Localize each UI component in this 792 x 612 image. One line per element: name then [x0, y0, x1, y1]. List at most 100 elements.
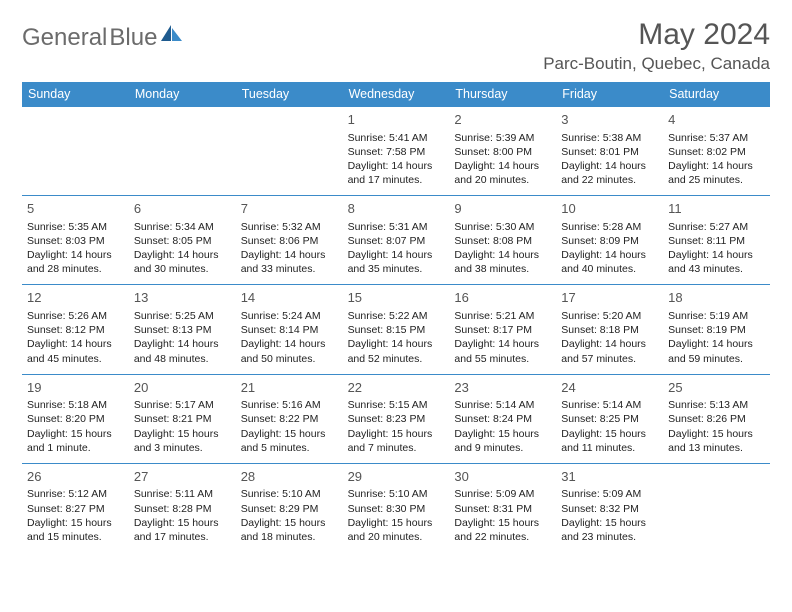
- sunset-text: Sunset: 8:13 PM: [134, 323, 231, 337]
- sunrise-text: Sunrise: 5:14 AM: [561, 398, 658, 412]
- calendar-page: GeneralBlue May 2024 Parc-Boutin, Quebec…: [0, 0, 792, 570]
- sunset-text: Sunset: 8:09 PM: [561, 234, 658, 248]
- sunset-text: Sunset: 8:30 PM: [348, 502, 445, 516]
- day-number: 26: [27, 468, 124, 486]
- daylight-text: Daylight: 14 hours and 28 minutes.: [27, 248, 124, 276]
- week-row: 26Sunrise: 5:12 AMSunset: 8:27 PMDayligh…: [22, 463, 770, 552]
- day-cell: 27Sunrise: 5:11 AMSunset: 8:28 PMDayligh…: [129, 464, 236, 552]
- daylight-text: Daylight: 14 hours and 38 minutes.: [454, 248, 551, 276]
- day-header-row: Sunday Monday Tuesday Wednesday Thursday…: [22, 82, 770, 107]
- day-number: 6: [134, 200, 231, 218]
- day-cell: 9Sunrise: 5:30 AMSunset: 8:08 PMDaylight…: [449, 196, 556, 284]
- logo: GeneralBlue: [22, 24, 183, 52]
- sunrise-text: Sunrise: 5:30 AM: [454, 220, 551, 234]
- sunrise-text: Sunrise: 5:39 AM: [454, 131, 551, 145]
- day-number: 10: [561, 200, 658, 218]
- day-number: 28: [241, 468, 338, 486]
- sunset-text: Sunset: 8:07 PM: [348, 234, 445, 248]
- sunrise-text: Sunrise: 5:10 AM: [241, 487, 338, 501]
- daylight-text: Daylight: 15 hours and 17 minutes.: [134, 516, 231, 544]
- sunset-text: Sunset: 8:01 PM: [561, 145, 658, 159]
- day-number: 5: [27, 200, 124, 218]
- sunset-text: Sunset: 8:17 PM: [454, 323, 551, 337]
- sunrise-text: Sunrise: 5:17 AM: [134, 398, 231, 412]
- day-header: Friday: [556, 82, 663, 107]
- day-number: 20: [134, 379, 231, 397]
- day-cell: 23Sunrise: 5:14 AMSunset: 8:24 PMDayligh…: [449, 375, 556, 463]
- day-cell: 15Sunrise: 5:22 AMSunset: 8:15 PMDayligh…: [343, 285, 450, 373]
- day-number: 19: [27, 379, 124, 397]
- sunset-text: Sunset: 8:21 PM: [134, 412, 231, 426]
- sunset-text: Sunset: 8:19 PM: [668, 323, 765, 337]
- daylight-text: Daylight: 14 hours and 43 minutes.: [668, 248, 765, 276]
- day-number: 23: [454, 379, 551, 397]
- sunset-text: Sunset: 8:18 PM: [561, 323, 658, 337]
- sunset-text: Sunset: 8:23 PM: [348, 412, 445, 426]
- sunrise-text: Sunrise: 5:37 AM: [668, 131, 765, 145]
- day-number: 12: [27, 289, 124, 307]
- sunset-text: Sunset: 8:25 PM: [561, 412, 658, 426]
- sunrise-text: Sunrise: 5:18 AM: [27, 398, 124, 412]
- logo-text-gray: General: [22, 24, 107, 52]
- daylight-text: Daylight: 14 hours and 30 minutes.: [134, 248, 231, 276]
- sunset-text: Sunset: 8:03 PM: [27, 234, 124, 248]
- daylight-text: Daylight: 15 hours and 3 minutes.: [134, 427, 231, 455]
- daylight-text: Daylight: 15 hours and 23 minutes.: [561, 516, 658, 544]
- day-cell: 10 Sunrise: 5:28 AMSunset: 8:09 PMDayligh…: [556, 196, 663, 284]
- day-number: 30: [454, 468, 551, 486]
- daylight-text: Daylight: 15 hours and 1 minute.: [27, 427, 124, 455]
- day-number: 25: [668, 379, 765, 397]
- day-cell: 18Sunrise: 5:19 AMSunset: 8:19 PMDayligh…: [663, 285, 770, 373]
- month-title: May 2024: [543, 18, 770, 52]
- day-number: 9: [454, 200, 551, 218]
- day-number: 2: [454, 111, 551, 129]
- day-number: 21: [241, 379, 338, 397]
- day-cell: [22, 107, 129, 195]
- sunrise-text: Sunrise: 5:41 AM: [348, 131, 445, 145]
- sunrise-text: Sunrise: 5:22 AM: [348, 309, 445, 323]
- daylight-text: Daylight: 14 hours and 40 minutes.: [561, 248, 658, 276]
- day-header: Saturday: [663, 82, 770, 107]
- day-cell: 24Sunrise: 5:14 AMSunset: 8:25 PMDayligh…: [556, 375, 663, 463]
- daylight-text: Daylight: 14 hours and 33 minutes.: [241, 248, 338, 276]
- sunset-text: Sunset: 7:58 PM: [348, 145, 445, 159]
- daylight-text: Daylight: 15 hours and 7 minutes.: [348, 427, 445, 455]
- day-number: 16: [454, 289, 551, 307]
- sunset-text: Sunset: 8:02 PM: [668, 145, 765, 159]
- weeks-container: 1 Sunrise: 5:41 AMSunset: 7:58 PM Daylight…: [22, 107, 770, 552]
- day-number: 1: [348, 111, 445, 129]
- day-cell: [663, 464, 770, 552]
- day-cell: 19Sunrise: 5:18 AMSunset: 8:20 PMDayligh…: [22, 375, 129, 463]
- day-cell: 5Sunrise: 5:35 AMSunset: 8:03 PMDaylight…: [22, 196, 129, 284]
- sunrise-text: Sunrise: 5:12 AM: [27, 487, 124, 501]
- sunset-text: Sunset: 8:12 PM: [27, 323, 124, 337]
- day-number: 8: [348, 200, 445, 218]
- day-header: Thursday: [449, 82, 556, 107]
- sunset-text: Sunset: 8:24 PM: [454, 412, 551, 426]
- daylight-text: Daylight: 15 hours and 15 minutes.: [27, 516, 124, 544]
- day-number: 24: [561, 379, 658, 397]
- day-number: 11: [668, 200, 765, 218]
- day-number: 4: [668, 111, 765, 129]
- daylight-text: Daylight: 14 hours and 59 minutes.: [668, 337, 765, 365]
- daylight-text: Daylight: 15 hours and 22 minutes.: [454, 516, 551, 544]
- sunrise-text: Sunrise: 5:28 AM: [561, 220, 658, 234]
- day-cell: 26Sunrise: 5:12 AMSunset: 8:27 PMDayligh…: [22, 464, 129, 552]
- day-header: Monday: [129, 82, 236, 107]
- day-cell: 14Sunrise: 5:24 AMSunset: 8:14 PMDayligh…: [236, 285, 343, 373]
- daylight-text: Daylight: 15 hours and 5 minutes.: [241, 427, 338, 455]
- day-cell: 13Sunrise: 5:25 AMSunset: 8:13 PMDayligh…: [129, 285, 236, 373]
- sunrise-text: Sunrise: 5:16 AM: [241, 398, 338, 412]
- day-cell: [236, 107, 343, 195]
- sunrise-text: Sunrise: 5:25 AM: [134, 309, 231, 323]
- sunrise-text: Sunrise: 5:10 AM: [348, 487, 445, 501]
- day-cell: [129, 107, 236, 195]
- sunset-text: Sunset: 8:31 PM: [454, 502, 551, 516]
- daylight-text: Daylight: 14 hours and 55 minutes.: [454, 337, 551, 365]
- sunrise-text: Sunrise: 5:20 AM: [561, 309, 658, 323]
- day-number: 15: [348, 289, 445, 307]
- daylight-text: Daylight: 14 hours and 25 minutes.: [668, 159, 765, 187]
- daylight-text: Daylight: 14 hours and 57 minutes.: [561, 337, 658, 365]
- daylight-text: Daylight: 15 hours and 20 minutes.: [348, 516, 445, 544]
- sunset-text: Sunset: 8:28 PM: [134, 502, 231, 516]
